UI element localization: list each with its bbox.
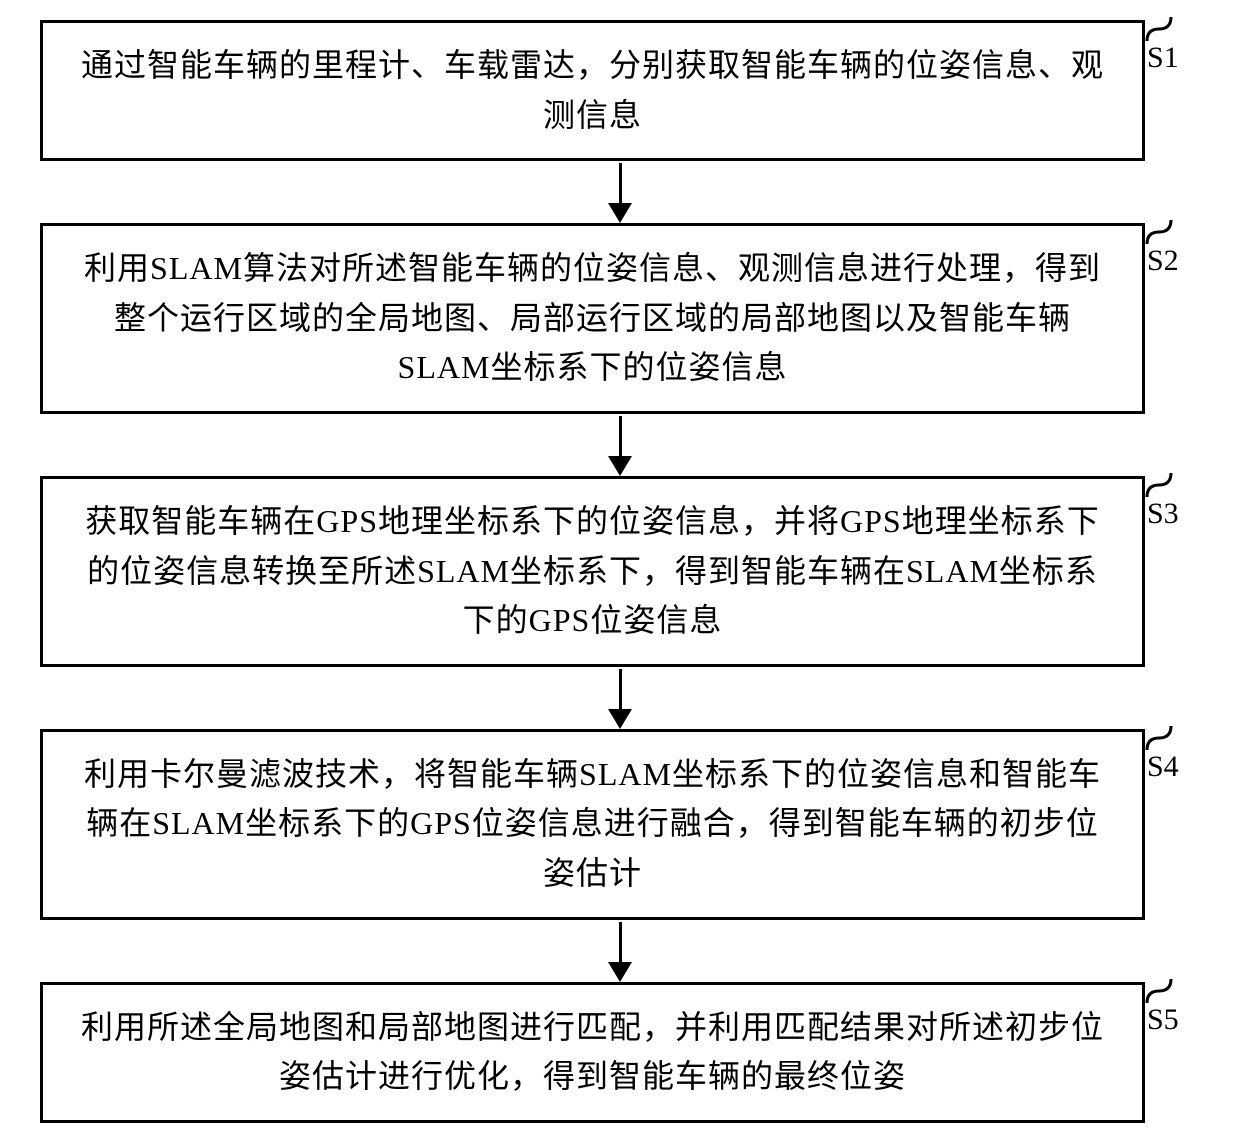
- bracket-icon: [1145, 218, 1185, 246]
- step-label: S5: [1147, 1003, 1179, 1037]
- step-label-wrap: S1: [1145, 15, 1200, 75]
- bracket-icon: [1145, 15, 1185, 43]
- step-s5: 利用所述全局地图和局部地图进行匹配，并利用匹配结果对所述初步位姿估计进行优化，得…: [40, 982, 1200, 1123]
- arrow: [40, 161, 1200, 223]
- bracket-icon: [1145, 471, 1185, 499]
- step-s2: 利用SLAM算法对所述智能车辆的位姿信息、观测信息进行处理，得到整个运行区域的全…: [40, 223, 1200, 414]
- step-label-wrap: S5: [1145, 977, 1200, 1037]
- step-s4: 利用卡尔曼滤波技术，将智能车辆SLAM坐标系下的位姿信息和智能车辆在SLAM坐标…: [40, 729, 1200, 920]
- step-box: 通过智能车辆的里程计、车载雷达，分别获取智能车辆的位姿信息、观测信息: [40, 20, 1145, 161]
- bracket-icon: [1145, 977, 1185, 1005]
- step-label: S1: [1147, 41, 1179, 75]
- step-label: S3: [1147, 497, 1179, 531]
- step-s1: 通过智能车辆的里程计、车载雷达，分别获取智能车辆的位姿信息、观测信息 S1: [40, 20, 1200, 161]
- arrowhead-icon: [608, 962, 632, 982]
- arrowhead-icon: [608, 709, 632, 729]
- step-s3: 获取智能车辆在GPS地理坐标系下的位姿信息，并将GPS地理坐标系下的位姿信息转换…: [40, 476, 1200, 667]
- step-label-wrap: S2: [1145, 218, 1200, 278]
- arrowhead-icon: [608, 456, 632, 476]
- step-label-wrap: S4: [1145, 724, 1200, 784]
- flowchart-container: 通过智能车辆的里程计、车载雷达，分别获取智能车辆的位姿信息、观测信息 S1 利用…: [40, 20, 1200, 1123]
- arrow: [40, 920, 1200, 982]
- arrowhead-icon: [608, 203, 632, 223]
- step-box: 获取智能车辆在GPS地理坐标系下的位姿信息，并将GPS地理坐标系下的位姿信息转换…: [40, 476, 1145, 667]
- step-label: S2: [1147, 244, 1179, 278]
- arrow: [40, 667, 1200, 729]
- bracket-icon: [1145, 724, 1185, 752]
- step-label: S4: [1147, 750, 1179, 784]
- step-box: 利用SLAM算法对所述智能车辆的位姿信息、观测信息进行处理，得到整个运行区域的全…: [40, 223, 1145, 414]
- step-text: 获取智能车辆在GPS地理坐标系下的位姿信息，并将GPS地理坐标系下的位姿信息转换…: [71, 497, 1114, 646]
- step-text: 利用所述全局地图和局部地图进行匹配，并利用匹配结果对所述初步位姿估计进行优化，得…: [71, 1003, 1114, 1102]
- step-box: 利用所述全局地图和局部地图进行匹配，并利用匹配结果对所述初步位姿估计进行优化，得…: [40, 982, 1145, 1123]
- step-label-wrap: S3: [1145, 471, 1200, 531]
- step-text: 通过智能车辆的里程计、车载雷达，分别获取智能车辆的位姿信息、观测信息: [71, 41, 1114, 140]
- arrow: [40, 414, 1200, 476]
- step-box: 利用卡尔曼滤波技术，将智能车辆SLAM坐标系下的位姿信息和智能车辆在SLAM坐标…: [40, 729, 1145, 920]
- step-text: 利用卡尔曼滤波技术，将智能车辆SLAM坐标系下的位姿信息和智能车辆在SLAM坐标…: [71, 750, 1114, 899]
- step-text: 利用SLAM算法对所述智能车辆的位姿信息、观测信息进行处理，得到整个运行区域的全…: [71, 244, 1114, 393]
